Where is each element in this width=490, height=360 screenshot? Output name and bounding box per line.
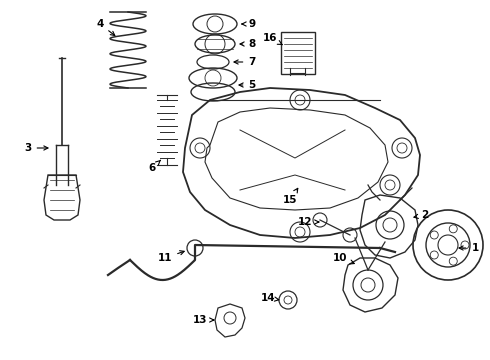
Text: 10: 10 bbox=[333, 253, 354, 264]
Text: 2: 2 bbox=[414, 210, 429, 220]
Text: 16: 16 bbox=[263, 33, 283, 45]
Text: 3: 3 bbox=[24, 143, 48, 153]
Text: 15: 15 bbox=[283, 188, 298, 205]
Text: 6: 6 bbox=[148, 160, 161, 173]
Text: 8: 8 bbox=[240, 39, 256, 49]
Text: 12: 12 bbox=[298, 217, 319, 227]
Text: 1: 1 bbox=[459, 243, 479, 253]
Text: 9: 9 bbox=[242, 19, 256, 29]
Text: 7: 7 bbox=[234, 57, 256, 67]
Text: 11: 11 bbox=[158, 251, 184, 263]
Text: 13: 13 bbox=[193, 315, 214, 325]
Text: 14: 14 bbox=[261, 293, 279, 303]
Text: 4: 4 bbox=[97, 19, 115, 36]
Text: 5: 5 bbox=[239, 80, 256, 90]
